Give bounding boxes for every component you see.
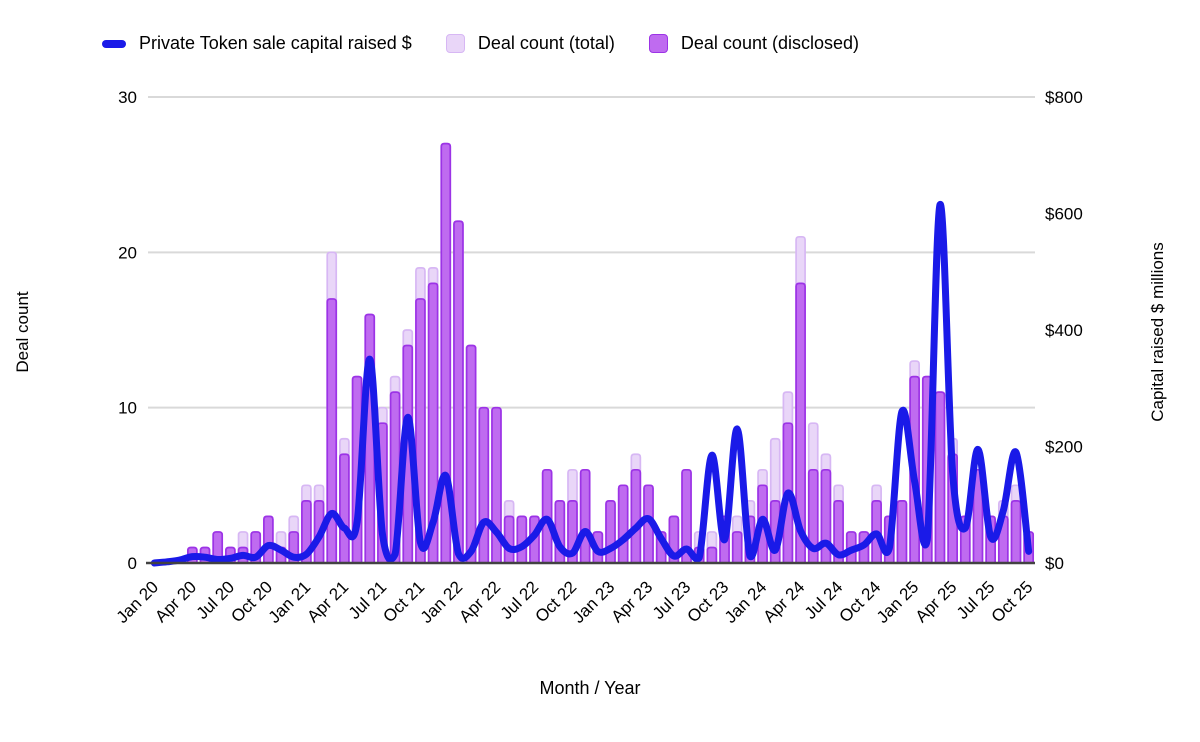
x-axis-tick-label: Apr 23 (607, 577, 656, 626)
x-axis-tick-label: Jan 23 (569, 577, 619, 627)
bar-deal-count-disclosed (516, 515, 528, 564)
x-axis-tick-label: Oct 25 (988, 577, 1037, 626)
bar-deal-count-disclosed (453, 220, 464, 564)
legend-item-capital-line: Private Token sale capital raised $ (102, 33, 412, 54)
right-axis-tick-label: $800 (1045, 88, 1083, 107)
bar-deal-count-disclosed (579, 468, 591, 564)
x-axis-tick-label: Jan 22 (417, 577, 467, 627)
bar-deal-count-disclosed (212, 531, 224, 564)
bar-deal-count-disclosed (440, 142, 452, 564)
right-axis-tick-label: $400 (1045, 321, 1083, 340)
bar-deal-count-disclosed (402, 344, 414, 564)
left-axis-tick-label: 20 (118, 243, 137, 262)
left-axis-tick-label: 0 (128, 554, 137, 573)
bar-deal-count-disclosed (326, 298, 338, 564)
x-axis-tick-label: Apr 25 (912, 577, 961, 626)
x-axis-tick-label: Apr 24 (760, 577, 809, 626)
bar-deal-count-disclosed (934, 391, 946, 564)
bar-deal-count-disclosed (263, 515, 274, 564)
bar-deal-count-disclosed (630, 468, 642, 564)
bar-deal-count-disclosed (681, 468, 692, 564)
bar-deal-count-disclosed (833, 500, 844, 564)
disclosed-series-swatch (648, 34, 668, 53)
bar-deal-count-disclosed (731, 531, 743, 564)
chart-legend: Private Token sale capital raised $ Deal… (102, 33, 859, 54)
bar-deal-count-disclosed (427, 282, 439, 564)
right-axis-tick-label: $200 (1045, 438, 1083, 457)
right-axis-tick-label: $600 (1045, 205, 1083, 224)
bar-deal-count-disclosed (617, 484, 629, 564)
x-axis-tick-label: Jan 24 (721, 577, 771, 627)
bar-deal-count-disclosed (339, 453, 350, 564)
left-axis-tick-label: 10 (118, 399, 137, 418)
right-axis-tick-label: $0 (1045, 554, 1064, 573)
capital-raised-line (150, 201, 1033, 567)
bar-deal-count-disclosed (896, 500, 908, 564)
line-series-swatch (102, 39, 126, 48)
bar-deal-count-disclosed (478, 406, 490, 564)
bar-deal-count-disclosed (643, 484, 654, 564)
total-series-label: Deal count (total) (477, 33, 615, 53)
x-axis-tick-label: Apr 22 (455, 577, 504, 626)
x-axis-tick-label: Jan 20 (113, 577, 163, 627)
left-axis-tick-label: 30 (118, 88, 137, 107)
x-axis-tick-label: Apr 21 (303, 577, 352, 626)
bar-deal-count-disclosed (706, 546, 718, 564)
line-series-label: Private Token sale capital raised $ (139, 33, 412, 53)
x-axis-tick-label: Apr 20 (151, 577, 200, 626)
total-series-swatch (445, 34, 465, 53)
right-axis-title: Capital raised $ millions (1148, 242, 1167, 422)
left-axis-title: Deal count (13, 291, 32, 373)
bar-deal-count-disclosed (465, 344, 477, 564)
x-axis-tick-label: Jan 21 (265, 577, 315, 627)
disclosed-series-label: Deal count (disclosed) (680, 33, 859, 53)
bar-deal-count-disclosed (820, 468, 832, 564)
bar-deal-count-disclosed (795, 282, 806, 564)
bar-deal-count-disclosed (807, 468, 819, 564)
x-axis-tick-label: Jan 25 (873, 577, 923, 627)
legend-item-deal-count-total: Deal count (total) (445, 33, 615, 54)
x-axis-title: Month / Year (539, 678, 641, 698)
bar-deal-count-disclosed (1010, 500, 1022, 564)
legend-item-deal-count-disclosed: Deal count (disclosed) (648, 33, 859, 54)
